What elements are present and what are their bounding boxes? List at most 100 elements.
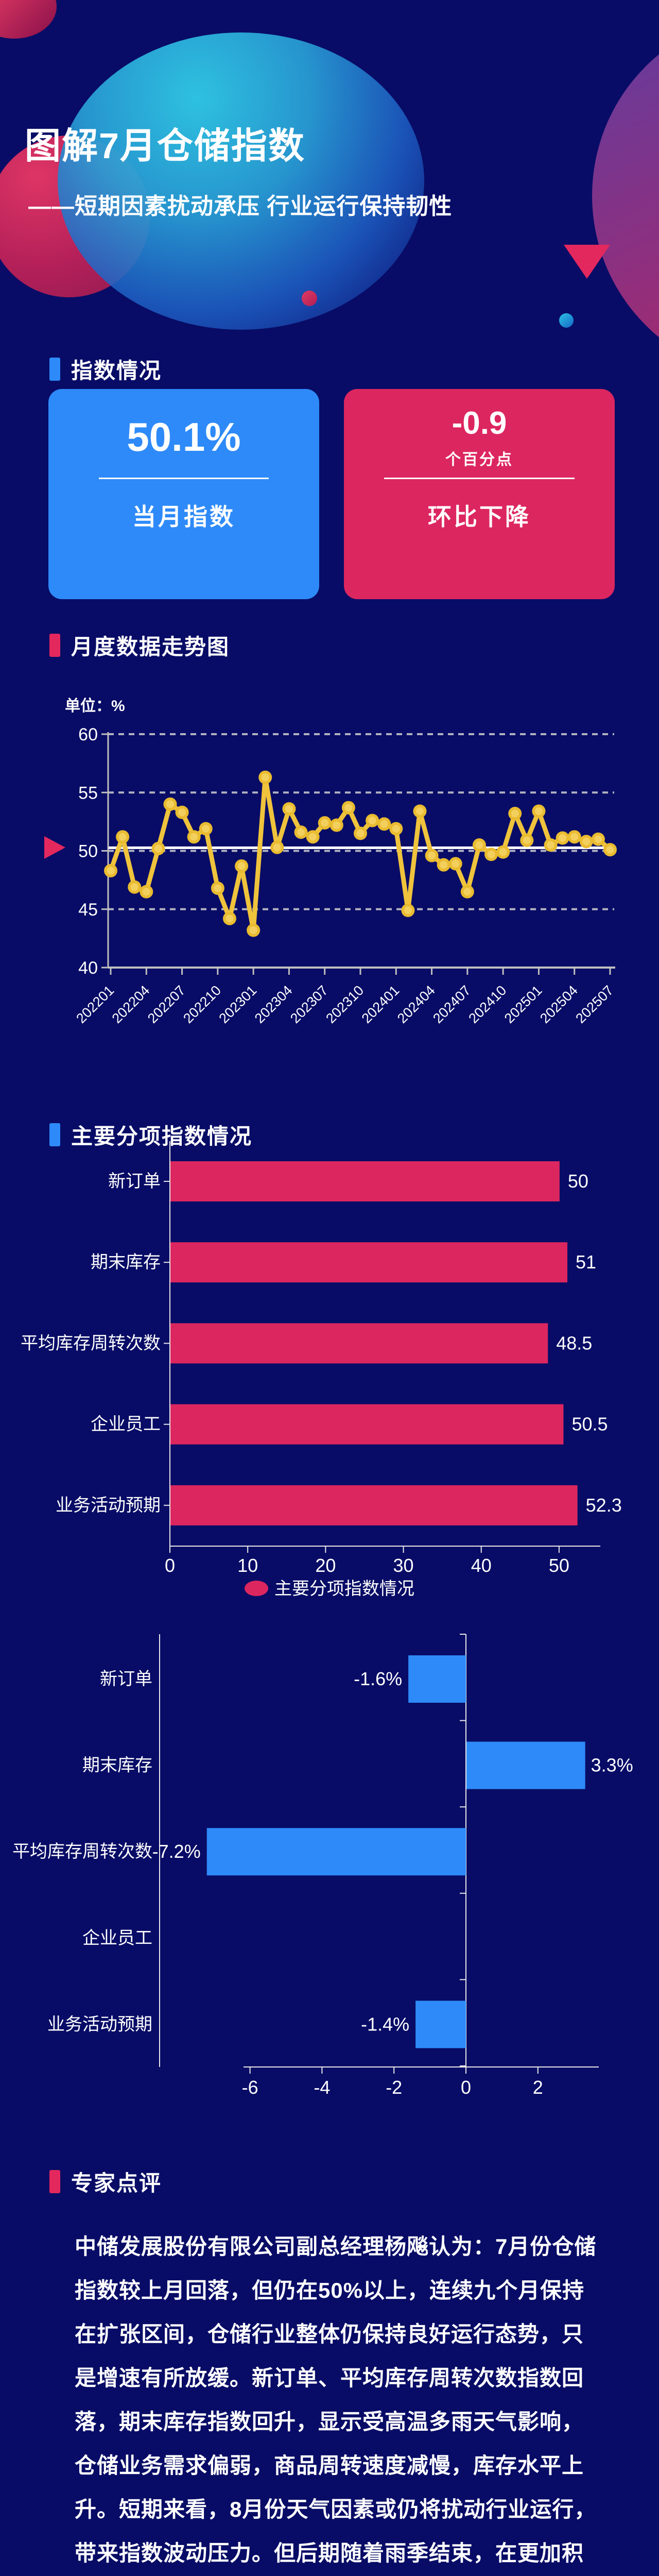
data-point-core — [297, 828, 305, 836]
x-tick-label: 202310 — [323, 982, 367, 1026]
page-subtitle: ——短期因素扰动承压 行业运行保持韧性 — [28, 194, 453, 219]
data-point-core — [261, 773, 269, 782]
data-point-core — [499, 848, 507, 856]
data-point-core — [582, 837, 591, 845]
y-tick-label: 45 — [78, 900, 98, 920]
category-label: 平均库存周转次数 — [12, 1842, 152, 1861]
data-point-core — [273, 843, 281, 852]
x-tick-label: 202401 — [359, 982, 403, 1026]
teal-ellipse-decor — [58, 32, 424, 330]
x-tick-label: 202304 — [252, 982, 296, 1026]
data-point-core — [118, 833, 127, 841]
legend-marker-icon — [245, 1581, 268, 1596]
data-point-core — [570, 833, 579, 841]
data-point-core — [415, 807, 424, 815]
data-point-core — [511, 809, 519, 818]
data-point-core — [333, 821, 341, 829]
x-tick-label: 30 — [393, 1555, 414, 1576]
data-point-core — [356, 829, 365, 838]
data-point-core — [237, 862, 246, 870]
y-tick-label: 60 — [78, 725, 98, 744]
section-bullet-icon — [49, 358, 60, 381]
card-divider — [384, 478, 575, 479]
x-tick-label: 202301 — [216, 982, 259, 1026]
bar-value-label: 51 — [576, 1251, 596, 1273]
unit-label: 单位：% — [65, 698, 125, 715]
data-point-core — [190, 833, 198, 841]
mom-change-label: 环比下降 — [428, 503, 531, 530]
data-point-core — [547, 841, 555, 849]
data-point-core — [487, 850, 495, 858]
section-bullet-icon — [49, 634, 60, 657]
change-bar — [466, 1741, 585, 1789]
x-tick-label: 10 — [237, 1555, 258, 1576]
mom-change-card: -0.9 个百分点 环比下降 — [344, 389, 615, 599]
x-tick-label: 202504 — [537, 982, 581, 1026]
section-label: 主要分项指数情况 — [71, 1124, 253, 1148]
y-tick-label: 55 — [78, 783, 98, 803]
section-header-expert: 专家点评 — [49, 2166, 162, 2197]
section-bullet-icon — [49, 1123, 60, 1146]
data-point-core — [452, 859, 460, 868]
category-label: 新订单 — [108, 1172, 161, 1191]
data-point-core — [130, 883, 138, 891]
level-bar — [170, 1323, 548, 1364]
section-header-monthly-trend: 月度数据走势图 — [49, 630, 230, 661]
category-label: 新订单 — [100, 1669, 152, 1689]
card-divider — [99, 478, 269, 479]
data-point-core — [368, 817, 376, 825]
bar-value-label: 50.5 — [571, 1414, 608, 1435]
bar-value-label: 3.3% — [591, 1755, 633, 1776]
data-point-core — [202, 824, 210, 833]
x-tick-label: 0 — [461, 2077, 471, 2098]
level-bar — [170, 1404, 564, 1445]
level-bar — [170, 1242, 568, 1283]
category-label: 业务活动预期 — [47, 2014, 152, 2034]
x-tick-label: 202507 — [573, 982, 616, 1026]
x-tick-label: 50 — [549, 1555, 569, 1576]
bar-value-label: -7.2% — [152, 1841, 201, 1862]
level-bar — [170, 1161, 560, 1201]
current-index-value: 50.1% — [127, 414, 241, 460]
data-point-core — [404, 906, 412, 914]
current-index-label: 当月指数 — [132, 503, 235, 530]
data-point-core — [166, 800, 174, 808]
bar-value-label: 52.3 — [586, 1495, 622, 1516]
change-bar — [206, 1828, 466, 1876]
section-bullet-icon — [49, 2170, 60, 2193]
category-label: 期末库存 — [82, 1756, 152, 1775]
trend-line — [108, 775, 613, 933]
section-header-sub-index: 主要分项指数情况 — [49, 1119, 252, 1150]
bar-value-label: 48.5 — [556, 1332, 592, 1353]
x-tick-label: 202307 — [287, 982, 331, 1026]
x-tick-label: 202404 — [394, 982, 438, 1026]
red-triangle-decor — [564, 245, 610, 279]
data-point-core — [154, 844, 162, 853]
section-header-index-overview: 指数情况 — [49, 353, 162, 385]
data-point-core — [285, 805, 293, 813]
x-tick-label: 202410 — [465, 982, 509, 1026]
threshold-marker-icon — [44, 836, 65, 859]
data-point-core — [534, 807, 543, 815]
x-tick-label: 0 — [165, 1555, 175, 1576]
x-tick-label: 2 — [533, 2077, 543, 2098]
category-label: 业务活动预期 — [56, 1496, 161, 1515]
current-index-card: 50.1% 当月指数 — [48, 389, 319, 599]
monthly-trend-line-chart: 40 45 50 55 60 202201202204202207202210202301… — [44, 725, 617, 1026]
x-tick-label: -2 — [386, 2077, 402, 2098]
section-label: 专家点评 — [71, 2171, 162, 2195]
bar-value-label: 50 — [568, 1171, 588, 1192]
change-bar — [408, 1655, 466, 1703]
y-tick-label: 40 — [78, 958, 98, 978]
category-label: 企业员工 — [82, 1928, 152, 1948]
data-point-core — [475, 841, 483, 849]
data-point-core — [142, 888, 150, 896]
data-point-core — [107, 867, 115, 875]
expert-comment-paragraph: 中储发展股份有限公司副总经理杨飚认为：7月份仓储 指数较上月回落，但仍在50%以… — [75, 2234, 597, 2565]
x-tick-label: 202204 — [109, 982, 153, 1026]
data-point-core — [309, 833, 317, 841]
category-label: 企业员工 — [91, 1415, 161, 1434]
data-point-core — [380, 820, 388, 828]
data-point-core — [321, 819, 329, 827]
data-point-core — [392, 824, 400, 833]
